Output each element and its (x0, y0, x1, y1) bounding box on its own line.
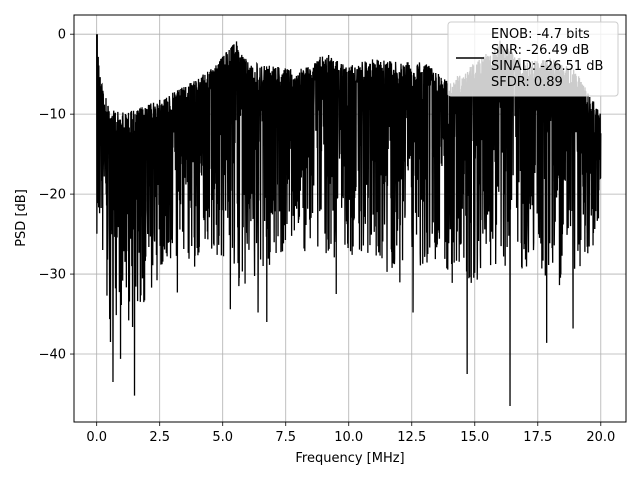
x-tick-label: 12.5 (397, 430, 426, 445)
x-tick-label: 10.0 (334, 430, 363, 445)
y-tick-label: 0 (58, 28, 66, 43)
x-tick-label: 17.5 (523, 430, 552, 445)
x-tick-label: 2.5 (149, 430, 170, 445)
series-layer (96, 34, 602, 407)
legend-box (447, 21, 619, 97)
x-tick-label: 7.5 (275, 430, 296, 445)
x-tick-label: 20.0 (586, 430, 615, 445)
x-tick-label: 5.0 (212, 430, 233, 445)
legend-line-sinad: SINAD: -26.51 dB (491, 59, 603, 74)
y-tick-label: −10 (39, 108, 66, 123)
psd-series-line (96, 34, 602, 407)
legend-line-sfdr: SFDR: 0.89 (491, 75, 563, 90)
x-axis-label: Frequency [MHz] (295, 451, 404, 466)
y-tick-label: −30 (39, 268, 66, 283)
legend-line-enob: ENOB: -4.7 bits (491, 27, 590, 42)
y-axis-ticks: 0 −10 −20 −30 −40 (39, 28, 74, 363)
legend: ENOB: -4.7 bits SNR: -26.49 dB SINAD: -2… (447, 21, 619, 97)
plot-frame (73, 14, 627, 423)
legend-line-snr: SNR: -26.49 dB (491, 43, 589, 58)
plot-area (96, 34, 602, 407)
y-tick-label: −40 (39, 348, 66, 363)
x-tick-label: 0.0 (86, 430, 107, 445)
x-axis-ticks: 0.0 2.5 5.0 7.5 10.0 12.5 15.0 17.5 20.0 (86, 422, 615, 445)
x-tick-label: 15.0 (460, 430, 489, 445)
y-tick-label: −20 (39, 188, 66, 203)
y-axis-label: PSD [dB] (14, 189, 29, 247)
